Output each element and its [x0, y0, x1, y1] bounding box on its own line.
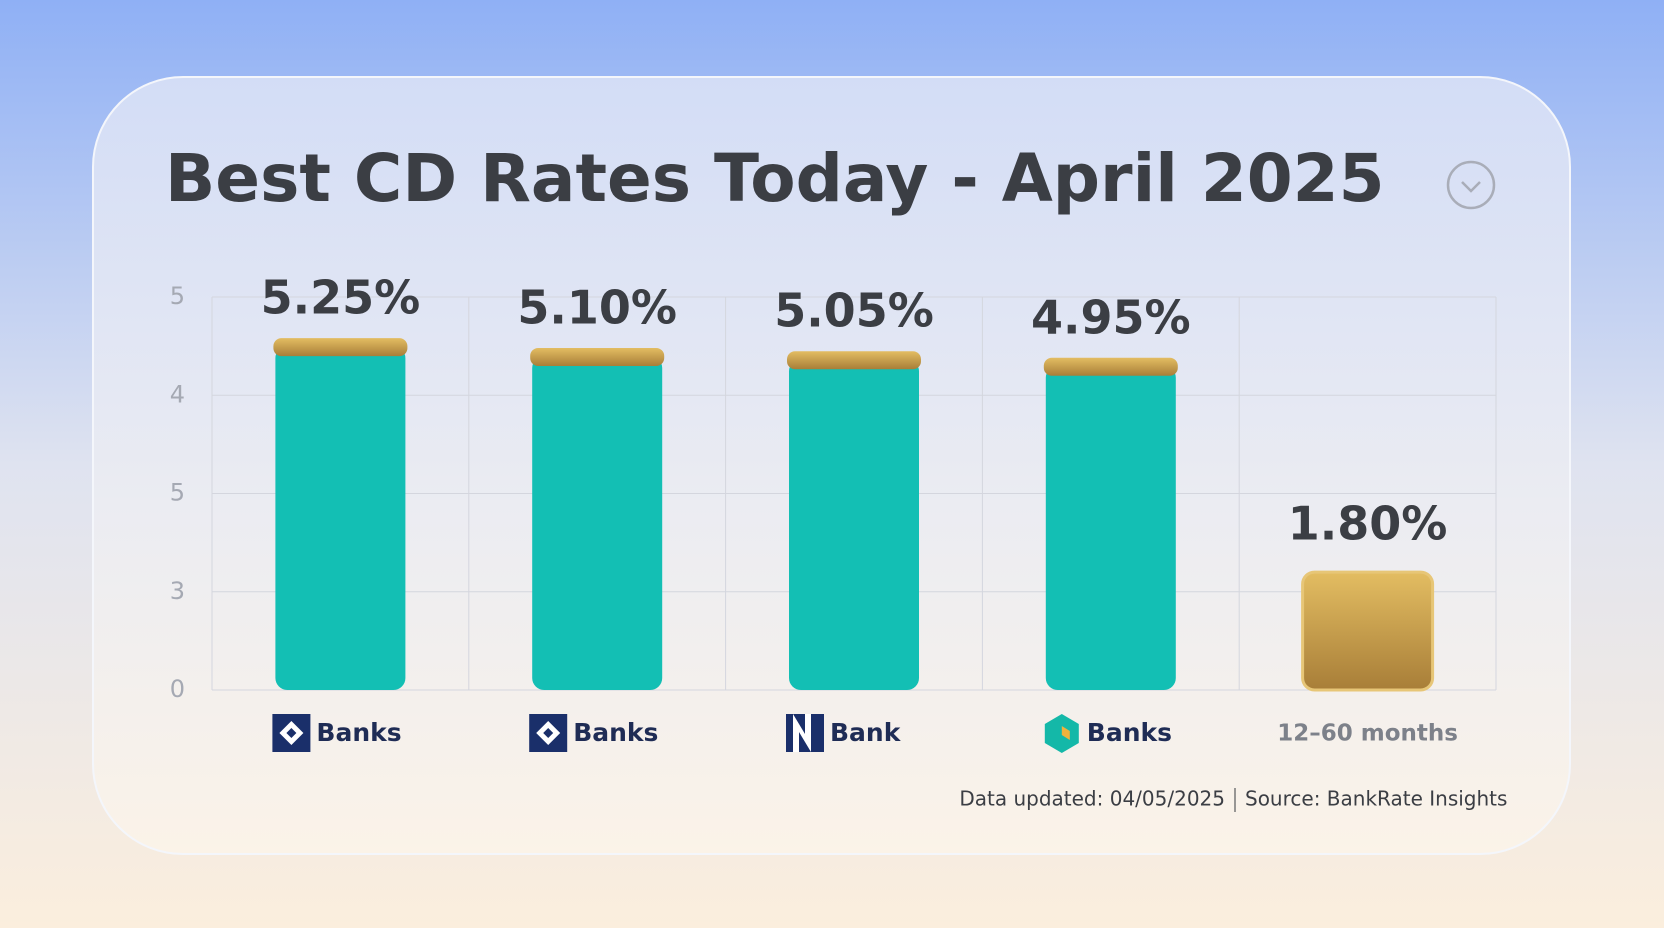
- value-label: 5.10%: [517, 280, 677, 334]
- y-tick-label: 5: [170, 282, 185, 310]
- logo-bg: [529, 714, 568, 752]
- chart-title: Best CD Rates Today - April 2025: [165, 140, 1385, 217]
- y-tick-label: 4: [170, 380, 185, 408]
- logo-bg: [272, 714, 311, 752]
- bar: [1045, 365, 1176, 690]
- bank-logo: [529, 714, 568, 752]
- x-tick-label: Banks: [316, 718, 401, 747]
- x-tick-label: Bank: [830, 718, 902, 747]
- x-tick-label: Banks: [1087, 718, 1172, 747]
- bar-cap: [1043, 357, 1178, 376]
- bar-cap: [787, 351, 921, 370]
- bar: [532, 355, 663, 690]
- bank-logo: [272, 714, 311, 752]
- bar: [789, 359, 919, 690]
- logo-mark: [536, 721, 561, 745]
- bank-logo: [1044, 714, 1079, 753]
- y-tick-label: 0: [170, 675, 185, 703]
- value-label: 4.95%: [1031, 290, 1191, 344]
- logo-mark: [279, 721, 304, 745]
- value-label: 5.25%: [261, 271, 421, 325]
- bar: [1301, 570, 1435, 692]
- x-tick-label: 12–60 months: [1277, 721, 1458, 747]
- logo-mark: [793, 714, 811, 752]
- bar-cap: [530, 347, 665, 366]
- bar-cap: [273, 338, 408, 357]
- value-label: 1.80%: [1288, 497, 1448, 551]
- bar: [275, 346, 406, 690]
- y-tick-label: 5: [170, 479, 185, 507]
- footer-source: Source: BankRate Insights: [1245, 787, 1507, 811]
- bank-logo: [786, 714, 824, 752]
- y-tick-label: 3: [170, 577, 185, 605]
- dropdown-button[interactable]: [1446, 160, 1496, 210]
- logo-inner: [1061, 726, 1070, 740]
- value-label: 5.05%: [774, 284, 934, 338]
- footer: Data updated: 04/05/2025 Source: BankRat…: [959, 787, 1507, 812]
- x-tick-label: Banks: [573, 718, 658, 747]
- footer-updated: Data updated: 04/05/2025: [959, 787, 1225, 811]
